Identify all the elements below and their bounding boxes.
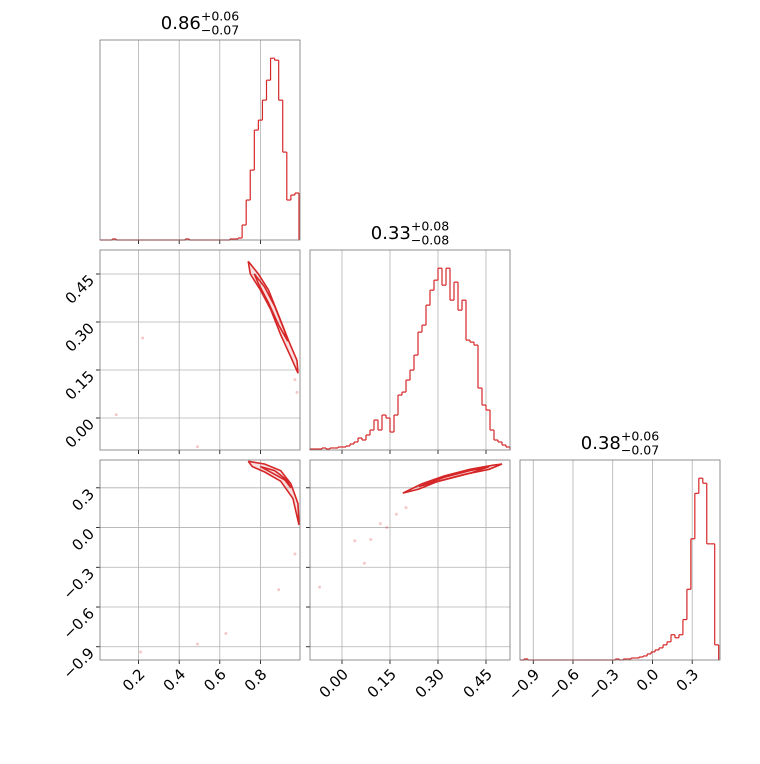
sample-point	[195, 642, 199, 646]
x-tick-label: 0.30	[412, 665, 448, 701]
y-tick-label: 0.3	[68, 485, 98, 515]
sample-point	[353, 539, 357, 543]
x-tick-label: −0.3	[584, 665, 622, 703]
sample-point	[277, 588, 281, 592]
panel-frame	[99, 249, 301, 451]
sample-point	[404, 506, 408, 510]
panel-frame	[99, 39, 301, 241]
title-minus: −0.07	[201, 23, 239, 38]
sample-point	[224, 632, 228, 636]
sample-point	[369, 537, 373, 541]
x-tick-label: 0.6	[200, 665, 230, 695]
sample-point	[141, 336, 145, 340]
contour	[418, 465, 490, 488]
panel-frame	[309, 249, 511, 451]
y-tick-label: 0.0	[68, 525, 98, 555]
sample-point	[385, 526, 389, 530]
x-tick-label: 0.0	[633, 665, 663, 695]
title-value: 0.86	[161, 13, 201, 34]
x-tick-label: 0.3	[673, 665, 703, 695]
title-minus: −0.08	[411, 233, 449, 248]
y-tick-label: 0.00	[62, 415, 98, 451]
y-tick-label: −0.6	[60, 604, 98, 642]
y-tick-label: −0.9	[60, 644, 98, 682]
sample-point	[139, 650, 143, 654]
sample-point	[362, 561, 366, 565]
sample-point	[378, 522, 382, 526]
panel-frame	[309, 459, 511, 661]
sample-point	[295, 390, 299, 394]
x-tick-label: 0.8	[241, 665, 271, 695]
title-plus: +0.06	[201, 9, 239, 24]
sample-point	[114, 413, 118, 417]
x-tick-label: −0.9	[505, 665, 543, 703]
x-tick-label: −0.6	[544, 665, 582, 703]
y-tick-label: 0.30	[62, 319, 98, 355]
x-tick-label: 0.2	[119, 665, 149, 695]
x-tick-label: 0.00	[316, 665, 352, 701]
title-value: 0.38	[581, 433, 621, 454]
contour	[260, 465, 292, 489]
x-tick-label: 0.4	[160, 665, 190, 695]
contour	[253, 273, 289, 342]
panel-frame	[519, 459, 721, 661]
title-plus: +0.08	[411, 219, 449, 234]
y-tick-label: −0.3	[60, 565, 98, 603]
sample-point	[394, 512, 398, 516]
title-plus: +0.06	[621, 429, 659, 444]
sample-point	[293, 552, 297, 556]
x-tick-label: 0.15	[364, 665, 400, 701]
panel-frame	[99, 459, 301, 661]
y-tick-label: 0.15	[62, 367, 98, 403]
sample-point	[195, 445, 199, 449]
x-tick-label: 0.45	[460, 665, 496, 701]
title-minus: −0.07	[621, 443, 659, 458]
sample-point	[318, 585, 322, 589]
y-tick-label: 0.45	[62, 271, 98, 307]
sample-point	[293, 378, 297, 382]
title-value: 0.33	[371, 223, 411, 244]
